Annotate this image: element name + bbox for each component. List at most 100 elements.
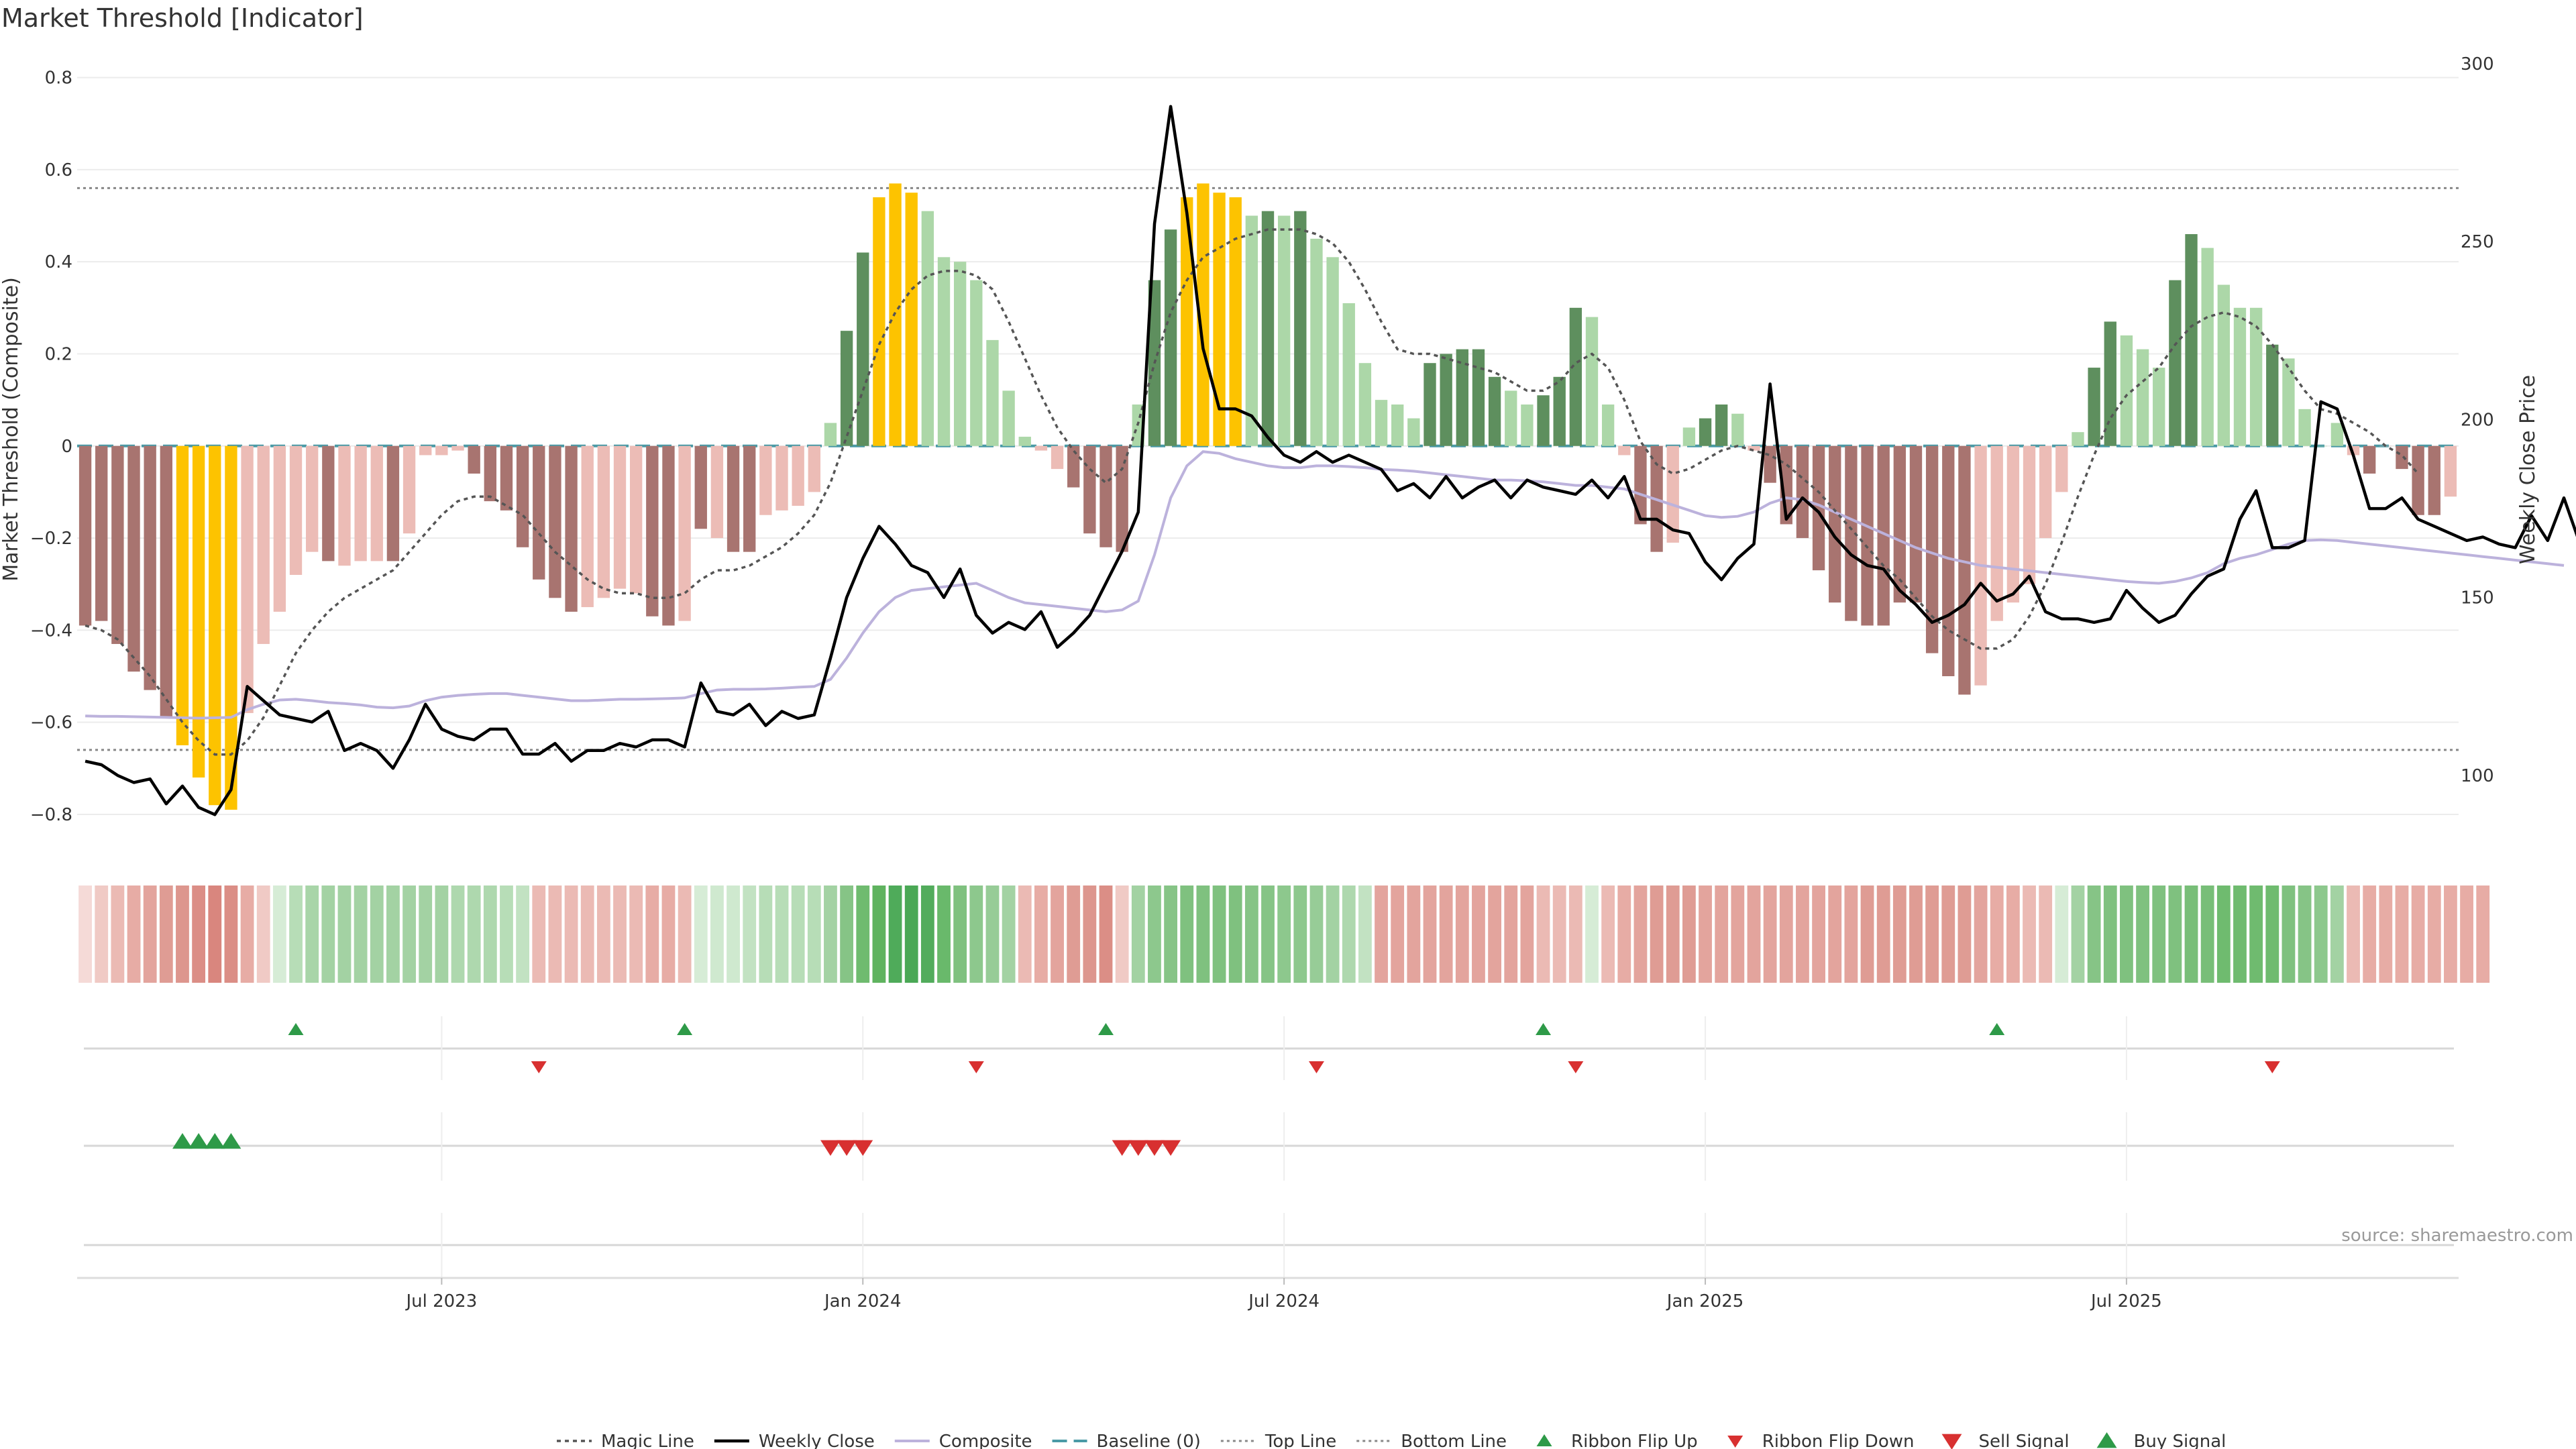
histogram-bar <box>1326 257 1339 446</box>
histogram-bar <box>2298 409 2311 446</box>
ribbon-cell <box>1196 885 1210 983</box>
ribbon-cell <box>775 885 789 983</box>
sell-signal-marker <box>853 1140 873 1156</box>
histogram-bar <box>710 445 724 539</box>
ribbon-cell <box>856 885 870 983</box>
histogram-bar <box>1456 349 1468 446</box>
legend-item-flipup: Ribbon Flip Up <box>1536 1432 1698 1449</box>
ribbon-cell <box>1520 885 1534 983</box>
ribbon-cell <box>2168 885 2182 983</box>
ribbon-cell <box>2233 885 2247 983</box>
ribbon-cell <box>904 885 918 983</box>
histogram-bar <box>2249 307 2263 446</box>
ribbon-cell <box>2411 885 2425 983</box>
histogram-bar <box>1181 197 1193 446</box>
ribbon-cell <box>1342 885 1356 983</box>
ribbon-cell <box>2395 885 2409 983</box>
buy-signal-marker <box>189 1133 209 1149</box>
y-tick-label: 0.8 <box>45 68 72 89</box>
ribbon-cell <box>953 885 967 983</box>
histogram-bar <box>516 445 529 547</box>
histogram-bar <box>2396 445 2408 470</box>
ribbon-cell <box>1439 885 1453 983</box>
ribbon-cell <box>1601 885 1615 983</box>
histogram-bar <box>1277 215 1291 446</box>
histogram-bar <box>1521 404 1534 446</box>
histogram-bar <box>1375 400 1388 446</box>
histogram-bar <box>370 445 383 561</box>
buy-signal-marker <box>172 1133 193 1149</box>
ribbon-cell <box>467 885 481 983</box>
ribbon-cell <box>1488 885 1501 983</box>
histogram-bar <box>2282 358 2295 446</box>
ribbon-cell <box>1180 885 1194 983</box>
ribbon-cell <box>678 885 692 983</box>
legend-marker <box>1536 1434 1552 1446</box>
ribbon-cell <box>2184 885 2198 983</box>
legend: Magic Line Weekly Close Composite Baseline … <box>557 1432 2226 1449</box>
histogram-bar <box>1666 445 1679 543</box>
ribbon-cell <box>613 885 627 983</box>
ribbon-cell <box>1585 885 1599 983</box>
histogram-bar <box>144 445 156 690</box>
histogram-bar <box>1505 390 1517 446</box>
legend-label: Baseline (0) <box>1097 1432 1201 1449</box>
histogram-bar <box>338 445 351 566</box>
histogram-bar <box>1699 418 1712 446</box>
legend-item-baseline: Baseline (0) <box>1052 1432 1201 1449</box>
ribbon-cell <box>1391 885 1405 983</box>
histogram-bar <box>1407 418 1420 446</box>
histogram-bar <box>2233 307 2247 446</box>
ribbon-cell <box>580 885 594 983</box>
histogram-bar <box>792 445 804 506</box>
histogram-bar <box>2314 445 2327 447</box>
histogram-bar <box>2185 233 2198 446</box>
legend-item-top: Top Line <box>1220 1432 1336 1449</box>
ribbon-cell <box>807 885 821 983</box>
legend-item-weekly: Weekly Close <box>714 1432 875 1449</box>
legend-label: Buy Signal <box>2134 1432 2226 1449</box>
ribbon-cell <box>1666 885 1680 983</box>
ribbon-cell <box>2427 885 2441 983</box>
ribbon-cell <box>2314 885 2328 983</box>
histogram-bar <box>1861 445 1874 626</box>
ribbon-cell <box>629 885 643 983</box>
ribbon-cell <box>1067 885 1081 983</box>
histogram-bar <box>662 445 675 626</box>
ribbon-cell <box>2347 885 2360 983</box>
y-axis-label: Market Threshold (Composite) <box>0 277 23 582</box>
ribbon-cell <box>516 885 530 983</box>
ribbon-cell <box>1650 885 1664 983</box>
x-tick-label: Jul 2023 <box>405 1291 477 1311</box>
ribbon-cell <box>1909 885 1923 983</box>
ribbon-cell <box>2444 885 2457 983</box>
histogram-bar <box>305 445 319 552</box>
histogram-bar <box>1440 354 1452 446</box>
histogram-bar <box>1294 211 1307 446</box>
legend-item-buy: Buy Signal <box>2096 1432 2226 1449</box>
ribbon-cell <box>920 885 934 983</box>
histogram-bar <box>2153 368 2165 446</box>
y-tick-label: −0.6 <box>30 713 72 733</box>
legend-item-bottom: Bottom Line <box>1356 1432 1507 1449</box>
ribbon-cell <box>483 885 497 983</box>
histogram-bar <box>95 445 108 621</box>
histogram-bar <box>1601 404 1615 446</box>
histogram-bar <box>937 257 951 446</box>
histogram-bar <box>1261 211 1275 446</box>
histogram-bar <box>1812 445 1825 571</box>
ribbon-cell <box>743 885 757 983</box>
ribbon-cell <box>1212 885 1226 983</box>
histogram-bar <box>1229 197 1242 446</box>
legend-label: Composite <box>939 1432 1032 1449</box>
histogram-bar <box>808 445 820 492</box>
histogram-bar <box>322 445 335 561</box>
histogram-bar <box>289 445 303 575</box>
ribbon-cell <box>1099 885 1113 983</box>
histogram-bar <box>2201 248 2214 446</box>
x-tick-label: Jan 2025 <box>1666 1291 1744 1311</box>
ribbon-cell <box>2476 885 2490 983</box>
ribbon-cell <box>2379 885 2393 983</box>
ribbon-cell <box>111 885 125 983</box>
ribbon-cell <box>192 885 206 983</box>
